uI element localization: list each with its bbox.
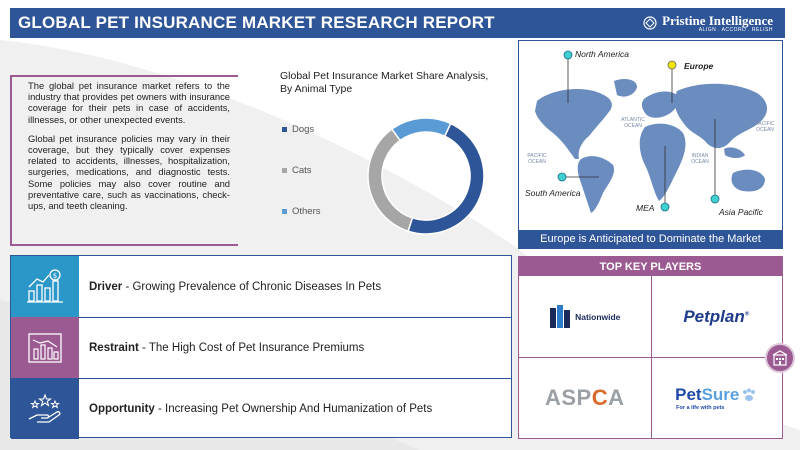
legend-swatch-others [282, 209, 287, 214]
legend-label-dogs: Dogs [292, 124, 315, 135]
factor-label-driver: Driver [89, 280, 123, 293]
petsure-tagline: For a life with pets [676, 404, 725, 411]
ocean-label-pacific-left: PACIFIC OCEAN [527, 153, 547, 165]
continent-southeast-asia [724, 147, 745, 158]
region-dot-south-america [557, 172, 567, 182]
page-title: GLOBAL PET INSURANCE MARKET RESEARCH REP… [18, 13, 495, 32]
aspca-logo: ASPCA [545, 385, 625, 411]
factor-text-driver: Driver - Growing Prevalence of Chronic D… [79, 281, 381, 293]
legend-item-others: Others [282, 206, 321, 217]
ocean-label-pacific-right: PACIFIC OCEAN [755, 121, 775, 133]
donut-slice-others [390, 117, 452, 142]
continent-africa [639, 123, 686, 201]
region-dot-mea [660, 202, 670, 212]
petsure-name: PetSure [675, 385, 739, 405]
factor-row-driver: $ Driver - Growing Prevalence of Chronic… [11, 256, 511, 317]
factor-row-opportunity: Opportunity - Increasing Pet Ownership A… [11, 378, 511, 439]
petsure-name-b: Sure [701, 384, 740, 404]
region-label-south-america: South America [525, 188, 581, 198]
player-cell-aspca: ASPCA [519, 357, 651, 438]
donut-slice-cats [367, 128, 414, 233]
region-dot-europe [667, 60, 677, 70]
brand-name: Pristine Intelligence [662, 12, 773, 28]
aspca-accent: C [591, 384, 609, 410]
petsure-logo: PetSure For a life with pets [675, 385, 757, 411]
region-label-asia-pacific: Asia Pacific [719, 207, 763, 217]
factor-desc-opportunity: - Increasing Pet Ownership And Humanizat… [154, 402, 433, 415]
continent-europe [641, 91, 679, 118]
factor-divider [79, 317, 511, 318]
svg-text:$: $ [53, 272, 57, 280]
petplan-name: Petplan [683, 306, 745, 326]
factor-divider [79, 378, 511, 379]
factor-icon-box-restraint [11, 317, 79, 378]
continent-asia [674, 83, 768, 149]
intro-paragraph-2: Global pet insurance policies may vary i… [28, 132, 230, 212]
chart-title: Global Pet Insurance Market Share Analys… [280, 70, 489, 95]
player-cell-petplan: Petplan® [651, 276, 783, 357]
factor-text-restraint: Restraint - The High Cost of Pet Insuran… [79, 342, 364, 354]
continent-australia [731, 169, 765, 192]
key-players-grid: Nationwide Petplan® ASPCA PetSure [519, 276, 782, 438]
legend-label-cats: Cats [292, 165, 312, 176]
building-icon [772, 350, 788, 366]
continent-south-america [577, 156, 615, 213]
player-cell-petsure: PetSure For a life with pets [651, 357, 783, 438]
brand-tagline: ALIGN . ACCORD . RELISH [698, 26, 773, 33]
factor-icon-box-driver: $ [11, 256, 79, 317]
aspca-post: A [608, 384, 625, 410]
declining-chart-icon [28, 332, 62, 363]
factor-desc-restraint: - The High Cost of Pet Insurance Premium… [138, 341, 365, 354]
nationwide-logo: Nationwide [549, 304, 620, 330]
nationwide-eagle-icon [550, 304, 571, 328]
brand-globe-icon [643, 16, 657, 30]
intro-paragraph-1: The global pet insurance market refers t… [28, 80, 230, 125]
grid-divider-horizontal [519, 357, 782, 358]
factor-desc-driver: - Growing Prevalence of Chronic Diseases… [122, 280, 382, 293]
region-label-europe: Europe [684, 61, 714, 71]
nationwide-name: Nationwide [575, 311, 621, 322]
map-caption: Europe is Anticipated to Dominate the Ma… [519, 230, 782, 248]
ocean-label-indian: INDIAN OCEAN [691, 153, 709, 165]
key-players-heading: TOP KEY PLAYERS [519, 257, 782, 276]
continent-greenland [614, 79, 637, 97]
world-map-panel: North America Europe South America MEA A… [518, 40, 783, 249]
brand-logo: Pristine Intelligence ALIGN . ACCORD . R… [643, 14, 773, 33]
legend-item-cats: Cats [282, 165, 312, 176]
money-growth-icon: $ [27, 268, 63, 303]
factor-row-restraint: Restraint - The High Cost of Pet Insuran… [11, 317, 511, 378]
paw-icon [743, 388, 756, 401]
petsure-name-a: Pet [675, 384, 702, 404]
region-dot-asia-pacific [710, 194, 720, 204]
factor-text-opportunity: Opportunity - Increasing Pet Ownership A… [79, 403, 432, 415]
building-badge-icon[interactable] [765, 343, 795, 373]
legend-swatch-cats [282, 168, 287, 173]
region-label-north-america: North America [575, 49, 630, 59]
legend-swatch-dogs [282, 127, 287, 132]
intro-text-box: The global pet insurance market refers t… [10, 75, 238, 246]
key-players-panel: TOP KEY PLAYERS Nationwide Petplan® ASPC… [518, 256, 783, 439]
hand-stars-icon [28, 392, 61, 423]
aspca-pre: ASP [544, 384, 592, 410]
factor-icon-box-opportunity [11, 378, 79, 439]
world-map [535, 50, 768, 213]
legend-item-dogs: Dogs [282, 124, 314, 135]
region-dot-north-america [563, 50, 573, 60]
player-cell-nationwide: Nationwide [519, 276, 651, 357]
ocean-label-atlantic: ATLANTIC OCEAN [621, 117, 645, 129]
market-factors-panel: $ Driver - Growing Prevalence of Chronic… [10, 255, 512, 439]
continent-north-america [535, 89, 612, 159]
donut-chart [367, 117, 485, 235]
petplan-logo: Petplan® [683, 306, 750, 326]
region-label-mea: MEA [636, 203, 655, 213]
header-bar: GLOBAL PET INSURANCE MARKET RESEARCH REP… [10, 8, 785, 38]
legend-label-others: Others [292, 206, 321, 217]
factor-label-restraint: Restraint [89, 341, 139, 354]
donut-slice-dogs [407, 122, 485, 235]
factor-label-opportunity: Opportunity [89, 402, 155, 415]
